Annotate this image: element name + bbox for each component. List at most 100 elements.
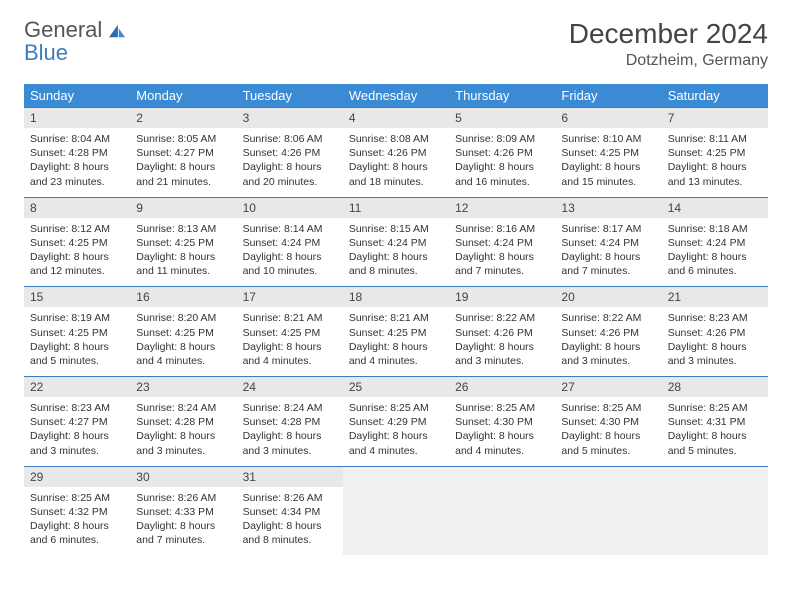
sunset-text: Sunset: 4:28 PM bbox=[30, 146, 124, 160]
logo-text-2: Blue bbox=[24, 40, 68, 65]
day-cell: Sunrise: 8:25 AMSunset: 4:32 PMDaylight:… bbox=[24, 487, 130, 556]
day-number bbox=[555, 466, 661, 487]
sunset-text: Sunset: 4:24 PM bbox=[561, 236, 655, 250]
daylight-text-2: and 6 minutes. bbox=[30, 533, 124, 547]
sunrise-text: Sunrise: 8:19 AM bbox=[30, 311, 124, 325]
daylight-text: Daylight: 8 hours bbox=[243, 429, 337, 443]
day-cell: Sunrise: 8:21 AMSunset: 4:25 PMDaylight:… bbox=[237, 307, 343, 376]
daylight-text: Daylight: 8 hours bbox=[243, 160, 337, 174]
daylight-text-2: and 7 minutes. bbox=[561, 264, 655, 278]
day-number: 10 bbox=[237, 197, 343, 218]
weekday-header: Wednesday bbox=[343, 84, 449, 108]
weekday-header: Sunday bbox=[24, 84, 130, 108]
day-cell: Sunrise: 8:23 AMSunset: 4:26 PMDaylight:… bbox=[662, 307, 768, 376]
daylight-text-2: and 4 minutes. bbox=[136, 354, 230, 368]
daylight-text: Daylight: 8 hours bbox=[561, 250, 655, 264]
day-number: 15 bbox=[24, 287, 130, 308]
day-cell: Sunrise: 8:19 AMSunset: 4:25 PMDaylight:… bbox=[24, 307, 130, 376]
daylight-text-2: and 18 minutes. bbox=[349, 175, 443, 189]
day-cell: Sunrise: 8:22 AMSunset: 4:26 PMDaylight:… bbox=[555, 307, 661, 376]
day-number: 28 bbox=[662, 377, 768, 398]
day-number: 2 bbox=[130, 108, 236, 129]
day-cell: Sunrise: 8:24 AMSunset: 4:28 PMDaylight:… bbox=[130, 397, 236, 466]
daylight-text: Daylight: 8 hours bbox=[136, 429, 230, 443]
daylight-text: Daylight: 8 hours bbox=[561, 340, 655, 354]
day-number: 17 bbox=[237, 287, 343, 308]
weekday-header: Monday bbox=[130, 84, 236, 108]
day-number bbox=[662, 466, 768, 487]
daylight-text: Daylight: 8 hours bbox=[30, 519, 124, 533]
sunset-text: Sunset: 4:25 PM bbox=[243, 326, 337, 340]
sunset-text: Sunset: 4:25 PM bbox=[668, 146, 762, 160]
sunrise-text: Sunrise: 8:21 AM bbox=[243, 311, 337, 325]
day-number-row: 15161718192021 bbox=[24, 287, 768, 308]
daylight-text-2: and 4 minutes. bbox=[349, 354, 443, 368]
daylight-text-2: and 10 minutes. bbox=[243, 264, 337, 278]
weekday-header: Thursday bbox=[449, 84, 555, 108]
daylight-text-2: and 15 minutes. bbox=[561, 175, 655, 189]
day-number: 16 bbox=[130, 287, 236, 308]
day-cell: Sunrise: 8:25 AMSunset: 4:30 PMDaylight:… bbox=[555, 397, 661, 466]
day-cell bbox=[449, 487, 555, 556]
sunrise-text: Sunrise: 8:04 AM bbox=[30, 132, 124, 146]
daylight-text: Daylight: 8 hours bbox=[136, 160, 230, 174]
sunrise-text: Sunrise: 8:05 AM bbox=[136, 132, 230, 146]
daylight-text: Daylight: 8 hours bbox=[668, 340, 762, 354]
sunset-text: Sunset: 4:24 PM bbox=[349, 236, 443, 250]
sunrise-text: Sunrise: 8:13 AM bbox=[136, 222, 230, 236]
day-number: 13 bbox=[555, 197, 661, 218]
sunrise-text: Sunrise: 8:23 AM bbox=[30, 401, 124, 415]
day-cell: Sunrise: 8:22 AMSunset: 4:26 PMDaylight:… bbox=[449, 307, 555, 376]
sunrise-text: Sunrise: 8:14 AM bbox=[243, 222, 337, 236]
daylight-text-2: and 11 minutes. bbox=[136, 264, 230, 278]
daylight-text: Daylight: 8 hours bbox=[455, 250, 549, 264]
daylight-text-2: and 3 minutes. bbox=[30, 444, 124, 458]
day-number: 6 bbox=[555, 108, 661, 129]
calendar-table: SundayMondayTuesdayWednesdayThursdayFrid… bbox=[24, 84, 768, 555]
day-cell bbox=[343, 487, 449, 556]
daylight-text: Daylight: 8 hours bbox=[668, 160, 762, 174]
day-number: 8 bbox=[24, 197, 130, 218]
sunset-text: Sunset: 4:32 PM bbox=[30, 505, 124, 519]
daylight-text-2: and 5 minutes. bbox=[30, 354, 124, 368]
daylight-text: Daylight: 8 hours bbox=[455, 340, 549, 354]
daylight-text-2: and 8 minutes. bbox=[349, 264, 443, 278]
sunrise-text: Sunrise: 8:11 AM bbox=[668, 132, 762, 146]
sunrise-text: Sunrise: 8:10 AM bbox=[561, 132, 655, 146]
day-cell: Sunrise: 8:18 AMSunset: 4:24 PMDaylight:… bbox=[662, 218, 768, 287]
sunrise-text: Sunrise: 8:22 AM bbox=[455, 311, 549, 325]
day-number-row: 22232425262728 bbox=[24, 377, 768, 398]
location: Dotzheim, Germany bbox=[569, 52, 768, 70]
sunrise-text: Sunrise: 8:17 AM bbox=[561, 222, 655, 236]
sunset-text: Sunset: 4:25 PM bbox=[136, 236, 230, 250]
daylight-text: Daylight: 8 hours bbox=[349, 429, 443, 443]
sunrise-text: Sunrise: 8:25 AM bbox=[30, 491, 124, 505]
header: GeneralBlue December 2024 Dotzheim, Germ… bbox=[24, 18, 768, 70]
day-cell: Sunrise: 8:17 AMSunset: 4:24 PMDaylight:… bbox=[555, 218, 661, 287]
day-number: 4 bbox=[343, 108, 449, 129]
daylight-text-2: and 7 minutes. bbox=[136, 533, 230, 547]
day-cell: Sunrise: 8:21 AMSunset: 4:25 PMDaylight:… bbox=[343, 307, 449, 376]
daylight-text: Daylight: 8 hours bbox=[349, 340, 443, 354]
day-cell: Sunrise: 8:23 AMSunset: 4:27 PMDaylight:… bbox=[24, 397, 130, 466]
day-number: 7 bbox=[662, 108, 768, 129]
daylight-text-2: and 3 minutes. bbox=[136, 444, 230, 458]
day-cell: Sunrise: 8:05 AMSunset: 4:27 PMDaylight:… bbox=[130, 128, 236, 197]
day-cell: Sunrise: 8:20 AMSunset: 4:25 PMDaylight:… bbox=[130, 307, 236, 376]
sunset-text: Sunset: 4:29 PM bbox=[349, 415, 443, 429]
daylight-text: Daylight: 8 hours bbox=[30, 160, 124, 174]
sunrise-text: Sunrise: 8:09 AM bbox=[455, 132, 549, 146]
daylight-text-2: and 21 minutes. bbox=[136, 175, 230, 189]
day-number-row: 293031 bbox=[24, 466, 768, 487]
sunrise-text: Sunrise: 8:16 AM bbox=[455, 222, 549, 236]
sunset-text: Sunset: 4:24 PM bbox=[455, 236, 549, 250]
daylight-text-2: and 6 minutes. bbox=[668, 264, 762, 278]
weekday-header: Saturday bbox=[662, 84, 768, 108]
day-cell: Sunrise: 8:16 AMSunset: 4:24 PMDaylight:… bbox=[449, 218, 555, 287]
sunrise-text: Sunrise: 8:23 AM bbox=[668, 311, 762, 325]
daylight-text: Daylight: 8 hours bbox=[30, 250, 124, 264]
day-number: 18 bbox=[343, 287, 449, 308]
sunrise-text: Sunrise: 8:26 AM bbox=[243, 491, 337, 505]
sunset-text: Sunset: 4:25 PM bbox=[349, 326, 443, 340]
sunset-text: Sunset: 4:30 PM bbox=[455, 415, 549, 429]
